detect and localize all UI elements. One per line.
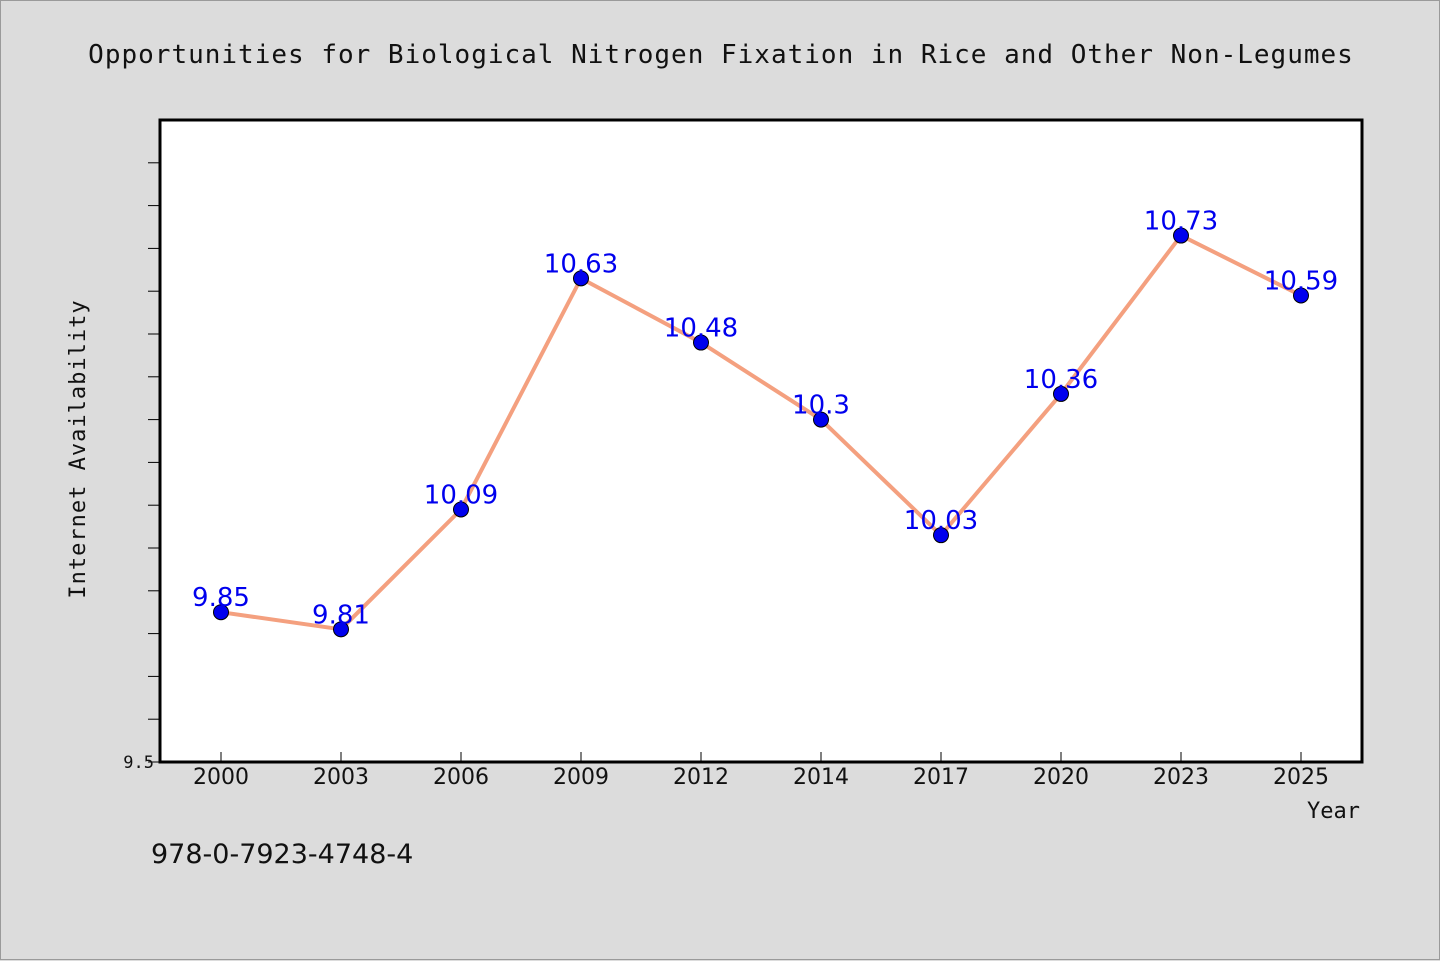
isbn-label: 978-0-7923-4748-4 (151, 839, 413, 870)
series-line-group (219, 233, 1303, 632)
plot-area (158, 118, 1364, 764)
data-point (1293, 287, 1309, 304)
x-tick-label: 2025 (1273, 765, 1329, 790)
data-point (573, 270, 589, 287)
data-label: 10.48 (664, 314, 738, 344)
y-axis-label: Internet Availability (66, 299, 91, 598)
data-point (213, 604, 229, 621)
x-axis-label: Year (1307, 799, 1360, 824)
x-tick-label: 2017 (913, 765, 969, 790)
data-label: 10.09 (424, 480, 498, 510)
x-axis-tick-labels: 2000 2003 2006 2009 2012 2014 2017 2020 2023 2025 (193, 765, 1329, 790)
x-tick-label: 2012 (673, 765, 729, 790)
data-point (1053, 385, 1069, 402)
data-label: 10.73 (1144, 207, 1218, 237)
x-axis-ticks (220, 752, 1302, 762)
data-label: 10.03 (904, 506, 978, 536)
data-point (933, 527, 949, 544)
x-tick-label: 2020 (1033, 765, 1089, 790)
data-label: 9.85 (192, 583, 250, 613)
data-label: 10.59 (1264, 266, 1338, 296)
data-point (1173, 227, 1189, 244)
series-markers (213, 227, 1309, 638)
data-point (453, 501, 469, 518)
y-tick-label: 9.5 (123, 753, 154, 773)
data-point (813, 411, 829, 428)
data-label: 10.36 (1024, 365, 1098, 395)
x-tick-label: 2023 (1153, 765, 1209, 790)
chart-title: Opportunities for Biological Nitrogen Fi… (88, 40, 1354, 70)
x-tick-label: 2006 (433, 765, 489, 790)
data-label: 10.63 (544, 249, 618, 279)
data-label: 9.81 (312, 600, 370, 630)
x-tick-label: 2014 (793, 765, 849, 790)
series-line (219, 233, 1303, 632)
y-axis-tick-labels: 9.5 (123, 753, 154, 773)
data-point (693, 334, 709, 351)
data-point (333, 621, 349, 638)
x-tick-label: 2009 (553, 765, 609, 790)
y-axis-ticks (148, 162, 160, 763)
x-tick-label: 2000 (193, 765, 249, 790)
x-tick-label: 2003 (313, 765, 369, 790)
data-labels: 9.85 9.81 10.09 10.63 10.48 10.3 10.03 10.36 10.… (192, 207, 1338, 631)
data-label: 10.3 (792, 391, 850, 421)
